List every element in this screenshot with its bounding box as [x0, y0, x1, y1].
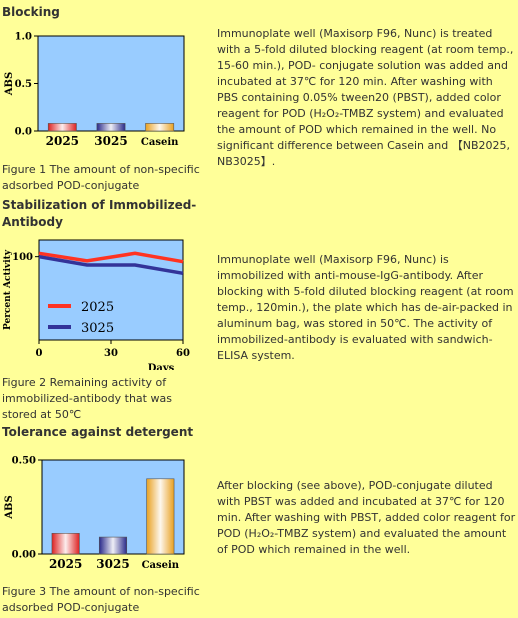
- y-tick-label: 100: [12, 252, 33, 263]
- x-tick-label: 3025: [94, 134, 127, 148]
- x-tick-label: Casein: [141, 137, 179, 148]
- series-line-3025: [38, 254, 184, 276]
- x-tick-label: 30: [104, 348, 118, 359]
- y-tick-label: 0.0: [15, 127, 32, 138]
- y-tick-label: 0.50: [12, 456, 36, 467]
- legend-label: 3025: [81, 321, 114, 336]
- legend-label: 2025: [81, 300, 114, 315]
- bar: [146, 478, 175, 555]
- y-axis-label: Percent Activity: [3, 249, 13, 330]
- section-heading: Tolerance against detergent: [2, 425, 194, 439]
- bar: [51, 533, 80, 555]
- series-line-2025: [38, 251, 184, 264]
- x-tick-label: 3025: [96, 557, 129, 571]
- bar: [145, 123, 175, 132]
- section-heading: Blocking: [2, 5, 60, 19]
- bar: [96, 123, 126, 132]
- section-heading: Stabilization of Immobilized-Antibody: [2, 198, 197, 229]
- figure-caption: Figure 1 The amount of non-specific adso…: [2, 163, 200, 192]
- plot-area: [37, 35, 185, 132]
- y-tick-label: 0.5: [15, 79, 32, 90]
- bar-chart-blocking: 0.0 0.5 1.0 ABS 2025 3025 Casein: [4, 32, 185, 148]
- y-tick-label: 0.00: [12, 550, 36, 561]
- x-tick-label: 0: [36, 348, 43, 359]
- figure-caption: Figure 3 The amount of non-specific adso…: [2, 585, 200, 614]
- x-tick-label: Casein: [142, 560, 180, 571]
- figure-caption: Figure 2 Remaining activity of immobiliz…: [2, 376, 172, 421]
- x-tick-label: 60: [176, 348, 190, 359]
- section-paragraph: After blocking (see above), POD-conjugat…: [217, 479, 516, 556]
- y-tick-label: 1.0: [15, 32, 32, 43]
- y-axis-label: ABS: [4, 495, 15, 519]
- section-paragraph: Immunoplate well (Maxisorp F96, Nunc) is…: [217, 27, 514, 168]
- y-axis-label: ABS: [4, 72, 15, 96]
- x-axis-label: Days: [148, 363, 175, 370]
- bar-chart-detergent: 0.00 0.50 ABS 2025 3025 Casein: [4, 456, 185, 571]
- x-tick-label: 2025: [49, 557, 82, 571]
- bar: [98, 536, 128, 555]
- bar: [47, 123, 77, 132]
- x-tick-label: 2025: [46, 134, 79, 148]
- section-paragraph: Immunoplate well (Maxisorp F96, Nunc) is…: [217, 253, 514, 362]
